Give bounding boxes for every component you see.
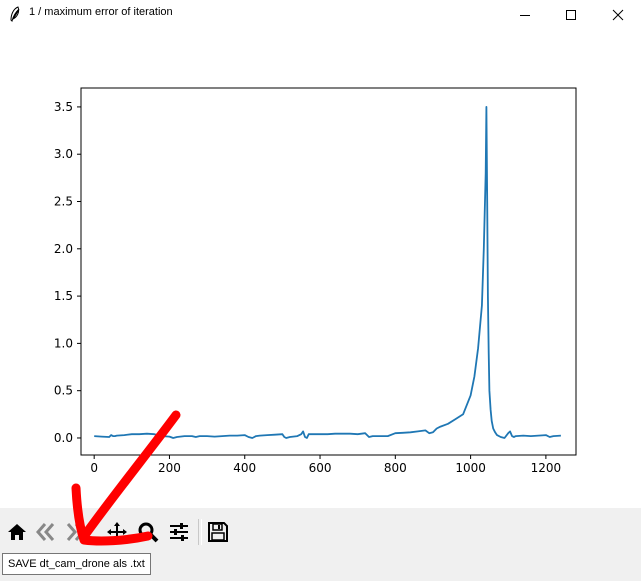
feather-icon xyxy=(10,6,20,22)
y-tick-label: 3.0 xyxy=(54,147,73,161)
y-tick-label: 1.5 xyxy=(54,289,73,303)
configure-subplots-icon xyxy=(170,523,188,541)
forward-arrow-icon xyxy=(66,523,85,541)
back-button[interactable] xyxy=(32,519,60,545)
close-icon xyxy=(612,9,624,21)
back-arrow-icon xyxy=(36,523,55,541)
x-tick-label: 0 xyxy=(90,461,98,475)
plot-canvas[interactable]: 0 200 400 600 800 1000 1200 0.0 0.5 1.0 1.5 2.0 2.5 3… xyxy=(0,30,641,508)
save-icon xyxy=(208,522,228,542)
zoom-button[interactable] xyxy=(134,519,162,545)
x-tick-label: 1000 xyxy=(455,461,486,475)
forward-button[interactable] xyxy=(61,519,89,545)
pan-button[interactable] xyxy=(103,519,131,545)
y-tick-label: 2.0 xyxy=(54,242,73,256)
window-titlebar: 1 / maximum error of iteration xyxy=(0,0,641,30)
maximize-icon xyxy=(566,10,576,20)
y-tick-label: 0.0 xyxy=(54,431,73,445)
home-button[interactable] xyxy=(3,519,31,545)
x-tick-label: 1200 xyxy=(531,461,562,475)
toolbar-separator xyxy=(198,519,202,545)
x-tick-label: 200 xyxy=(158,461,181,475)
save-button[interactable] xyxy=(204,519,232,545)
minimize-icon xyxy=(520,15,530,16)
axes-frame xyxy=(80,87,577,456)
window-title: 1 / maximum error of iteration xyxy=(29,6,173,18)
save-tooltip: SAVE dt_cam_drone als .txt xyxy=(2,553,151,575)
home-icon xyxy=(8,524,26,540)
pan-icon xyxy=(107,522,127,542)
configure-subplots-button[interactable] xyxy=(165,519,193,545)
line-chart: 0 200 400 600 800 1000 1200 0.0 0.5 1.0 1.5 2.0 2.5 3… xyxy=(54,87,577,475)
maximize-button[interactable] xyxy=(548,0,594,30)
y-tick-label: 2.5 xyxy=(54,195,73,209)
series-line xyxy=(94,106,561,439)
zoom-icon xyxy=(138,522,159,543)
y-tick-label: 1.0 xyxy=(54,336,73,350)
x-tick-label: 600 xyxy=(309,461,332,475)
x-tick-label: 800 xyxy=(384,461,407,475)
minimize-button[interactable] xyxy=(502,0,548,30)
x-tick-label: 400 xyxy=(233,461,256,475)
y-tick-label: 3.5 xyxy=(54,100,73,114)
close-button[interactable] xyxy=(595,0,641,30)
y-tick-label: 0.5 xyxy=(54,384,73,398)
